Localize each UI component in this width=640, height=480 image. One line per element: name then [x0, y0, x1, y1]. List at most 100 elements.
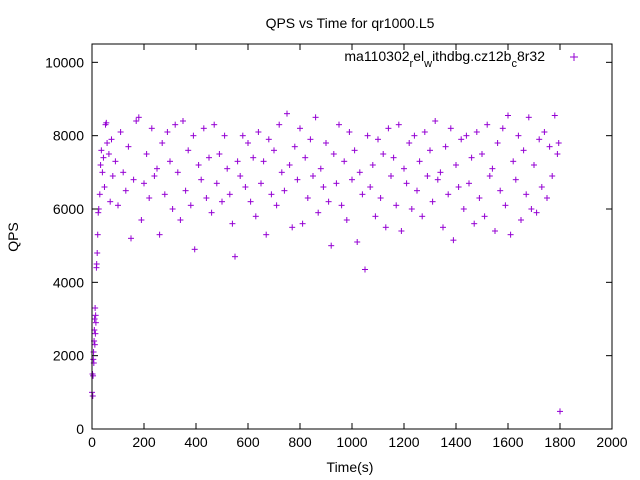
data-point [281, 187, 288, 194]
data-point [466, 180, 472, 187]
data-point [128, 235, 134, 242]
data-point [203, 195, 210, 201]
data-point [146, 195, 153, 201]
data-point [195, 162, 202, 168]
data-point [520, 147, 527, 154]
data-point [398, 228, 405, 234]
data-point [390, 154, 397, 161]
data-point [278, 169, 285, 176]
data-point [135, 114, 142, 121]
data-point [245, 140, 251, 146]
data-point [333, 180, 340, 187]
data-point [104, 140, 111, 146]
data-point [268, 191, 275, 198]
data-point [271, 147, 277, 154]
x-tick-label: 2000 [596, 434, 627, 450]
data-point [103, 119, 110, 126]
x-tick-label: 400 [184, 434, 208, 450]
data-point [133, 118, 140, 124]
data-point [260, 158, 267, 165]
data-point [367, 184, 374, 190]
data-point [338, 202, 345, 209]
data-point [226, 191, 233, 198]
data-point [312, 114, 319, 121]
data-point [554, 151, 561, 157]
data-point [216, 151, 223, 157]
data-point [437, 169, 444, 176]
data-point [421, 129, 428, 135]
data-point [289, 224, 296, 231]
data-point [515, 132, 522, 139]
data-point [250, 154, 257, 161]
axes: 0 200 400 600 800 1000 1200 1400 1600 1800 2000 0 20… [45, 43, 628, 450]
data-point [323, 140, 329, 146]
data-point [328, 242, 335, 249]
data-point [97, 162, 104, 168]
data-point [419, 213, 426, 220]
data-point [224, 165, 231, 172]
data-point [512, 176, 519, 183]
data-point [486, 173, 493, 179]
data-point [206, 154, 212, 161]
data-point [518, 217, 524, 223]
y-tick-label: 10000 [45, 54, 84, 70]
legend-label-part: el [413, 48, 424, 64]
data-point [92, 312, 99, 319]
data-point [156, 231, 163, 238]
data-point [525, 114, 532, 121]
y-tick-label: 2000 [53, 348, 84, 364]
data-point [95, 209, 102, 216]
data-point [541, 129, 548, 135]
data-point [523, 191, 530, 198]
data-point [549, 173, 556, 179]
data-point [101, 184, 108, 190]
data-point [356, 169, 363, 176]
data-point [351, 147, 358, 154]
data-point [385, 125, 392, 132]
data-point [159, 140, 166, 146]
data-point [98, 147, 105, 154]
data-point [536, 136, 543, 143]
legend-label: ma110302relwithdbg.cz12bc8r32 [344, 48, 545, 70]
data-point [304, 195, 311, 201]
data-point [408, 206, 415, 212]
data-point [416, 158, 423, 165]
data-point [122, 187, 129, 194]
x-tick-label: 1200 [388, 434, 419, 450]
data-point [481, 213, 488, 220]
data-point [354, 239, 361, 245]
data-point [284, 110, 290, 117]
x-tick-label: 1600 [492, 434, 523, 450]
data-point [148, 125, 155, 132]
data-point [93, 261, 100, 267]
data-point [460, 206, 467, 212]
data-point [89, 393, 96, 399]
legend-label-part: ma110302 [344, 48, 409, 64]
legend-label-part: r [410, 58, 414, 70]
y-axis-label: QPS [5, 222, 21, 252]
data-point [538, 184, 545, 190]
data-point [395, 121, 402, 128]
data-point [429, 198, 436, 205]
data-point [234, 158, 241, 165]
data-point [99, 169, 106, 176]
data-point [450, 237, 457, 244]
data-point [115, 202, 121, 209]
legend-label-part: ithdbg.cz12b [432, 48, 512, 64]
data-point [90, 356, 97, 363]
legend-label-part: 8r32 [517, 48, 545, 64]
data-point [307, 136, 314, 143]
data-point [242, 184, 249, 190]
data-point [445, 191, 452, 198]
data-point [263, 231, 270, 238]
data-point [341, 158, 348, 165]
legend: ma110302relwithdbg.cz12bc8r32 [344, 48, 578, 70]
x-tick-label: 200 [132, 434, 156, 450]
data-point [302, 154, 309, 161]
data-point [406, 140, 413, 146]
data-point [484, 121, 491, 128]
plot-frame [91, 43, 613, 430]
plot-area [89, 110, 563, 415]
data-point [375, 136, 381, 143]
